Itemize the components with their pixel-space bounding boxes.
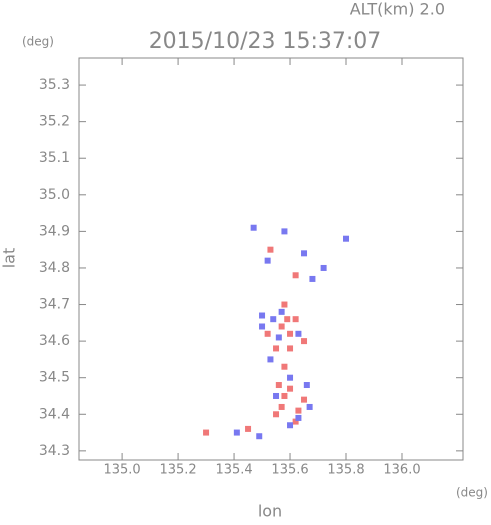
x-tick-label: 135.4 xyxy=(215,463,252,478)
point xyxy=(256,433,263,440)
point xyxy=(270,316,277,323)
point xyxy=(295,330,302,337)
point xyxy=(259,312,266,319)
point xyxy=(264,330,271,337)
y-tick-label: 34.7 xyxy=(39,297,70,313)
point xyxy=(245,425,252,432)
annotation: ALT(km) 2.0 xyxy=(350,0,445,19)
x-tick-label: 136.0 xyxy=(383,463,420,478)
x-axis-label: lon xyxy=(258,502,282,521)
point xyxy=(292,418,299,425)
point xyxy=(287,330,294,337)
point xyxy=(273,411,280,418)
x-tick-label: 135.6 xyxy=(271,463,308,478)
point xyxy=(287,385,294,392)
point xyxy=(284,316,291,323)
point xyxy=(309,275,316,282)
point xyxy=(292,272,299,279)
x-tick-label: 135.8 xyxy=(327,463,364,478)
point xyxy=(281,363,288,370)
point xyxy=(278,308,285,315)
point xyxy=(287,345,294,352)
point xyxy=(301,396,308,403)
point xyxy=(233,429,240,436)
point xyxy=(303,382,310,389)
point xyxy=(281,228,288,235)
y-unit: (deg) xyxy=(22,35,54,49)
point xyxy=(278,323,285,330)
point xyxy=(273,345,280,352)
y-tick-label: 35.3 xyxy=(39,77,70,93)
point xyxy=(281,301,288,308)
point xyxy=(320,264,327,271)
point xyxy=(275,382,282,389)
point xyxy=(275,334,282,341)
x-tick-label: 135.2 xyxy=(159,463,196,478)
y-tick-label: 34.4 xyxy=(39,406,70,422)
x-unit: (deg) xyxy=(456,486,488,500)
point xyxy=(264,257,271,264)
plot-frame xyxy=(78,57,464,461)
point xyxy=(287,422,294,429)
point xyxy=(267,356,274,363)
point xyxy=(259,323,266,330)
point xyxy=(343,235,350,242)
y-tick-label: 35.0 xyxy=(39,187,70,203)
point xyxy=(281,392,288,399)
point xyxy=(250,224,257,231)
point xyxy=(295,414,302,421)
point xyxy=(278,403,285,410)
y-tick-label: 35.1 xyxy=(39,150,70,166)
point xyxy=(295,407,302,414)
y-tick-label: 34.6 xyxy=(39,333,70,349)
point xyxy=(203,429,210,436)
point xyxy=(287,374,294,381)
x-tick-label: 135.0 xyxy=(103,463,140,478)
point xyxy=(267,246,274,253)
y-tick-label: 34.5 xyxy=(39,370,70,386)
point xyxy=(292,316,299,323)
y-tick-label: 34.8 xyxy=(39,260,70,276)
point xyxy=(273,392,280,399)
point xyxy=(301,250,308,257)
point xyxy=(301,338,308,345)
y-tick-label: 35.2 xyxy=(39,114,70,130)
chart-title: 2015/10/23 15:37:07 xyxy=(149,29,382,54)
y-axis-label: lat xyxy=(0,248,19,269)
y-tick-label: 34.9 xyxy=(39,223,70,239)
point xyxy=(306,403,313,410)
y-tick-label: 34.3 xyxy=(39,443,70,459)
